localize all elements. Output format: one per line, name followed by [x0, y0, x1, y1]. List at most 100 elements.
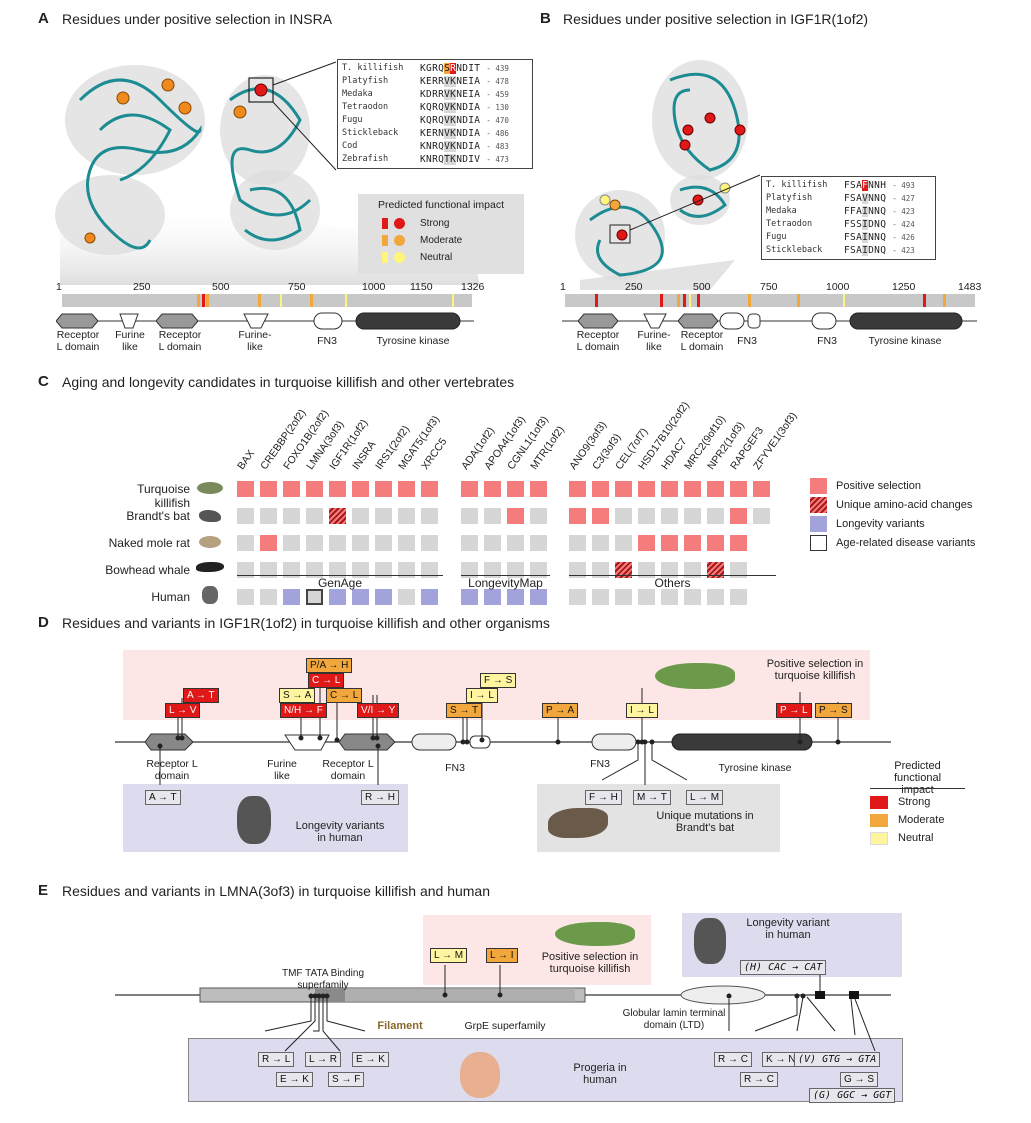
domain-label: Tyrosine kinase: [868, 335, 942, 347]
grid-cell: [592, 562, 609, 578]
alignment-sequence: KERRVKNEIA: [420, 76, 481, 87]
strong-bar-swatch: [382, 218, 388, 229]
mutation-tag: C → L: [308, 673, 345, 688]
grid-cell: [329, 508, 346, 524]
grid-cell: [375, 562, 392, 578]
panel-e-letter: E: [38, 882, 49, 899]
grid-cell: [707, 535, 724, 551]
grid-cell: [684, 508, 701, 524]
grid-cell: [461, 562, 478, 578]
grid-cell: [507, 589, 524, 605]
killifish-icon: [655, 663, 735, 689]
alignment-position: - 483: [486, 142, 509, 151]
grid-cell: [283, 508, 300, 524]
grid-cell: [484, 508, 501, 524]
legend-neutral: Neutral: [420, 252, 453, 263]
grid-cell: [707, 562, 724, 578]
legend-strong: Strong: [420, 218, 450, 229]
neutral-swatch: [870, 832, 888, 845]
domain-label: Tyrosine kinase: [376, 335, 450, 347]
panel-b-alignment: T. killifish FSAFNNH - 493 Platyfish FSAVNNQ…: [761, 176, 936, 260]
fn3-shape: [313, 312, 343, 330]
receptor-domain-shape: [56, 313, 99, 329]
grid-cell: [684, 481, 701, 497]
grid-cell: [484, 535, 501, 551]
grid-cell: [306, 589, 323, 605]
grid-cell: [615, 589, 632, 605]
alignment-position: - 470: [486, 116, 509, 125]
alignment-row: Stickleback FSAIDNQ - 423: [766, 244, 931, 257]
grid-cell: [592, 481, 609, 497]
grid-cell: [484, 589, 501, 605]
alignment-species: T. killifish: [342, 63, 404, 73]
longevity-variant-tag: (H) CAC → CAT: [740, 960, 827, 975]
grid-cell: [530, 589, 547, 605]
grid-cell: [237, 562, 254, 578]
bat-icon: [548, 808, 608, 838]
grid-cell: [260, 535, 277, 551]
grid-cell: [352, 481, 369, 497]
mutation-tag: L → I: [486, 948, 518, 963]
grid-cell: [592, 589, 609, 605]
residue-strong: [616, 229, 628, 241]
moderate-bar-swatch: [382, 235, 388, 246]
grid-cell: [530, 562, 547, 578]
grid-cell: [461, 589, 478, 605]
zoom-box: [248, 77, 274, 103]
residue-moderate: [161, 78, 175, 92]
progeria-variant-tag: (G) GGC → GGT: [809, 1088, 896, 1103]
alignment-row: Tetraodon FSSIDNQ - 424: [766, 218, 931, 231]
group-genage: GenAge: [317, 576, 363, 590]
grid-cell: [260, 481, 277, 497]
alignment-sequence: KGRQSRNDIT: [420, 63, 481, 74]
mutation-tag: L → V: [165, 703, 201, 718]
grid-cell: [375, 589, 392, 605]
grid-cell: [507, 535, 524, 551]
selection-label: Positive selection in turquoise killifish: [541, 951, 639, 975]
grid-cell: [707, 589, 724, 605]
protein-ribbon: [589, 72, 741, 277]
alignment-species: Cod: [342, 141, 358, 151]
residue-moderate: [84, 232, 96, 244]
grid-cell: [484, 481, 501, 497]
grid-cell: [260, 508, 277, 524]
alignment-sequence: KNRQVKNDIA: [420, 141, 481, 152]
axis-tick: 1: [56, 281, 62, 293]
grid-cell: [352, 508, 369, 524]
progeria-variant-tag: R → C: [740, 1072, 778, 1087]
grid-cell: [398, 535, 415, 551]
axis-tick: 250: [133, 281, 151, 293]
domain-label: FN3: [590, 758, 610, 770]
zoom-line: [272, 101, 337, 171]
alignment-position: - 130: [486, 103, 509, 112]
residue-moderate: [116, 91, 130, 105]
alignment-species: Fugu: [342, 115, 363, 125]
legend-moderate: Moderate: [420, 235, 463, 246]
receptor-domain-shape: [155, 313, 199, 329]
grid-cell: [398, 589, 415, 605]
grid-cell: [707, 508, 724, 524]
panel-a-sequence-bar: [62, 294, 472, 307]
grid-cell: [661, 535, 678, 551]
alignment-species: Medaka: [766, 206, 797, 216]
grid-cell: [753, 508, 770, 524]
grid-cell: [283, 481, 300, 497]
mutation-tag: V/I → Y: [357, 703, 400, 718]
progeria-variant-tag: G → S: [840, 1072, 879, 1087]
grid-cell: [753, 481, 770, 497]
grid-cell: [283, 562, 300, 578]
grid-cell: [661, 481, 678, 497]
grid-cell: [638, 589, 655, 605]
domain-label: FN3: [445, 762, 465, 774]
axis-tick: 250: [625, 281, 643, 293]
axis-tick: 1: [560, 281, 566, 293]
mutation-tag: C → L: [326, 688, 363, 703]
strong-dot-swatch: [394, 218, 405, 229]
grid-cell: [730, 589, 747, 605]
progeria-variant-tag: (V) GTG → GTA: [794, 1052, 881, 1067]
alignment-position: - 478: [486, 77, 509, 86]
neutral-bar-swatch: [382, 252, 388, 263]
grid-cell: [730, 481, 747, 497]
